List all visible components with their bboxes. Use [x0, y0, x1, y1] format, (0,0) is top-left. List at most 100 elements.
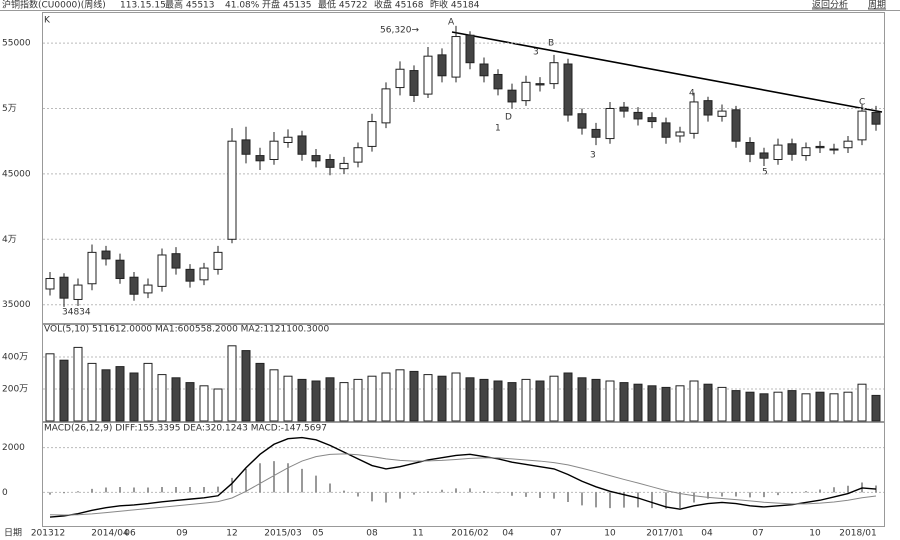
quote-open: 开盘 45135: [262, 0, 312, 11]
back-button[interactable]: 返回分析: [812, 0, 848, 11]
candle-body: [227, 140, 237, 240]
candle-body: [353, 147, 363, 163]
volume-bar: [409, 370, 419, 422]
candle-body: [773, 144, 783, 160]
x-tick-label: 04: [502, 529, 514, 539]
volume-bar: [367, 375, 377, 422]
volume-bar: [311, 380, 321, 422]
volume-bar: [633, 383, 643, 422]
candle-body: [591, 128, 601, 138]
candle-body: [703, 100, 713, 116]
candle-body: [59, 276, 69, 299]
candle-body: [297, 135, 307, 155]
y-tick-label: 0: [2, 488, 8, 498]
volume-bar: [241, 350, 251, 422]
volume-bar: [115, 366, 125, 422]
volume-bar: [759, 393, 769, 422]
candle-body: [311, 155, 321, 162]
volume-bar: [353, 378, 363, 422]
panel-label: K: [44, 16, 51, 26]
candle-body: [521, 81, 531, 102]
quote-change: 41.08%: [225, 1, 260, 11]
x-tick-label: 2014/04: [91, 529, 129, 539]
candle-body: [185, 268, 195, 282]
candle-body: [395, 68, 405, 89]
volume-panel: [42, 324, 885, 422]
volume-bar: [227, 345, 237, 422]
x-tick-label: 201312: [31, 529, 65, 539]
volume-bar: [283, 375, 293, 422]
volume-bar: [45, 353, 55, 422]
y-tick-label: 5万: [2, 104, 17, 114]
candle-body: [339, 162, 349, 170]
x-tick-label: 07: [550, 529, 561, 539]
volume-bar: [535, 380, 545, 422]
x-tick-label: 2017/01: [646, 529, 683, 539]
annotation: 56,320→: [380, 26, 419, 36]
candle-body: [563, 63, 573, 116]
volume-bar: [339, 382, 349, 422]
time: 113.15.15: [120, 1, 166, 11]
period-button[interactable]: 周期: [868, 0, 886, 11]
y-tick-label: 35000: [2, 300, 31, 310]
candle-body: [605, 107, 615, 140]
volume-bar: [87, 362, 97, 422]
candle-body: [619, 106, 629, 112]
quote-high: 最高 45513: [165, 0, 215, 11]
annotation: 3: [590, 151, 596, 161]
candle-body: [759, 152, 769, 159]
volume-bar: [829, 393, 839, 422]
volume-bar: [129, 372, 139, 422]
volume-bar: [843, 391, 853, 422]
volume-bar: [269, 369, 279, 422]
candle-body: [451, 36, 461, 78]
candle-body: [479, 63, 489, 77]
x-tick-label: 10: [809, 529, 821, 539]
candle-body: [731, 109, 741, 142]
volume-bar: [731, 390, 741, 422]
candle-body: [815, 145, 825, 149]
volume-bar: [381, 372, 391, 422]
volume-bar: [871, 394, 881, 422]
volume-bar: [255, 362, 265, 422]
x-tick-label: 07: [752, 529, 763, 539]
trend-line: [451, 31, 883, 113]
x-tick-label: 2016/02: [451, 529, 488, 539]
annotation: A: [448, 18, 455, 28]
annotation: 3: [533, 48, 539, 58]
candle-body: [157, 254, 167, 287]
volume-bar: [479, 378, 489, 422]
candle-body: [633, 111, 643, 120]
candle-body: [745, 141, 755, 155]
volume-bar: [101, 369, 111, 422]
volume-bar: [605, 380, 615, 422]
candle-body: [241, 139, 251, 155]
volume-bar: [619, 382, 629, 422]
annotation: D: [505, 113, 512, 123]
candle-body: [129, 276, 139, 295]
volume-bar: [507, 382, 517, 422]
x-tick-label: 06: [124, 529, 136, 539]
volume-bar: [521, 378, 531, 422]
candle-body: [423, 55, 433, 95]
candle-body: [409, 70, 419, 96]
quote-low: 最低 45722: [318, 0, 368, 11]
candle-body: [171, 253, 181, 269]
quote-close: 收盘 45168: [374, 0, 424, 11]
dif-line: [49, 436, 877, 518]
volume-bar: [745, 391, 755, 422]
annotation: 5: [762, 168, 768, 178]
volume-bar: [143, 362, 153, 422]
x-tick-label: 11: [412, 529, 423, 539]
volume-bar: [647, 385, 657, 422]
candle-body: [325, 158, 335, 168]
x-tick-label: 09: [176, 529, 188, 539]
volume-bar: [73, 346, 83, 422]
volume-bar: [395, 369, 405, 422]
candle-body: [647, 117, 657, 123]
y-tick-label: 2000: [2, 443, 25, 453]
candle-body: [577, 113, 587, 129]
candle-body: [213, 251, 223, 270]
volume-bar: [857, 383, 867, 422]
